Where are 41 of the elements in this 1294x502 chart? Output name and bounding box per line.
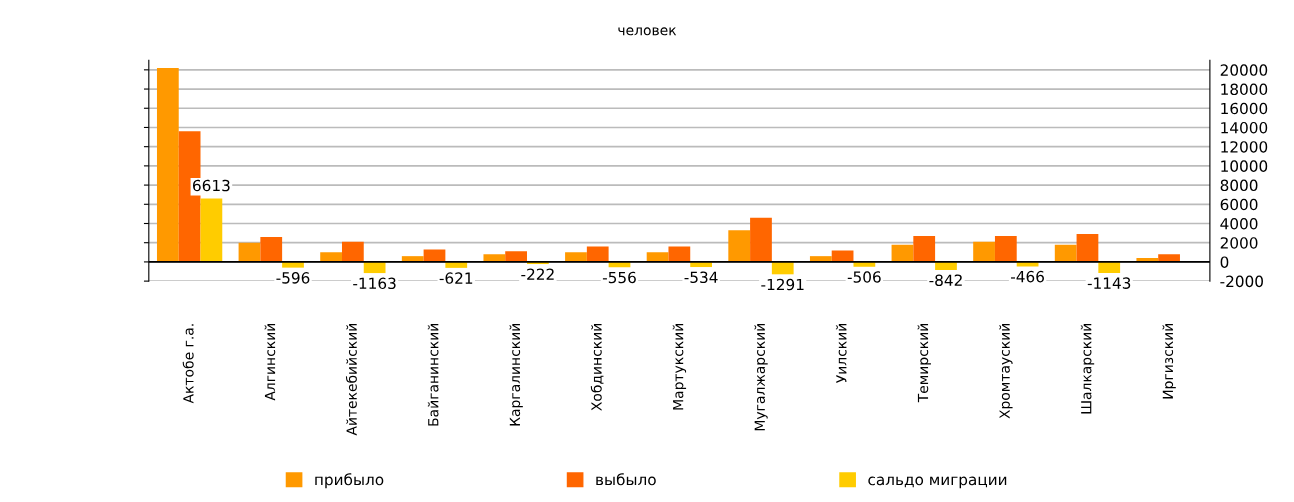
x-tick-label: Каргалинский	[509, 324, 523, 426]
y-tick-label: 6000	[1220, 198, 1258, 211]
y-tick-label: 4000	[1220, 217, 1258, 230]
y-tick-label: 10000	[1221, 160, 1268, 172]
data-label: 6613	[193, 179, 230, 192]
data-label: -1143	[1087, 277, 1131, 289]
x-tick-label: Актобе г.а.	[182, 324, 194, 404]
y-tick-label: 14000	[1221, 121, 1268, 134]
y-tick-label: 18000	[1221, 83, 1268, 96]
x-tick-label: Алгинский	[264, 324, 276, 401]
legend-label: выбыло	[596, 473, 656, 486]
x-tick-label: Темирский	[917, 324, 931, 403]
legend-label: сальдо миграции	[868, 476, 1007, 489]
y-tick-label: 8000	[1220, 179, 1258, 192]
data-label: -534	[684, 271, 718, 284]
x-tick-label: Уилский	[835, 324, 847, 383]
y-tick-label: 12000	[1221, 141, 1268, 153]
x-tick-label: Хобдинский	[590, 324, 604, 411]
data-label: -222	[521, 268, 554, 280]
data-label: -596	[276, 272, 310, 284]
chart-subtitle: человек	[618, 27, 677, 36]
y-tick-label: -2000	[1220, 275, 1263, 288]
x-tick-label: Айтекебийский	[345, 324, 357, 436]
data-label: -1163	[353, 277, 396, 290]
y-tick-label: 16000	[1221, 102, 1268, 115]
x-tick-label: Иргизский	[1162, 324, 1176, 399]
y-tick-label: 0	[1220, 256, 1229, 268]
x-tick-label: Шалкарский	[1080, 324, 1095, 414]
y-tick-label: 20000	[1220, 64, 1268, 76]
data-label: -556	[602, 271, 636, 284]
x-tick-label: Байганинский	[427, 324, 439, 426]
data-label: -621	[439, 272, 473, 284]
x-tick-label: Хромтауский	[999, 324, 1013, 419]
y-tick-label: 2000	[1220, 237, 1258, 249]
data-label: -1291	[761, 278, 804, 291]
data-label: -466	[1011, 270, 1044, 283]
legend-label: прибыло	[315, 473, 384, 489]
data-label: -506	[847, 271, 881, 283]
data-label: -842	[929, 274, 962, 286]
x-tick-label: Мартукский	[672, 324, 687, 410]
x-tick-label: Мугалжарский	[754, 324, 768, 431]
